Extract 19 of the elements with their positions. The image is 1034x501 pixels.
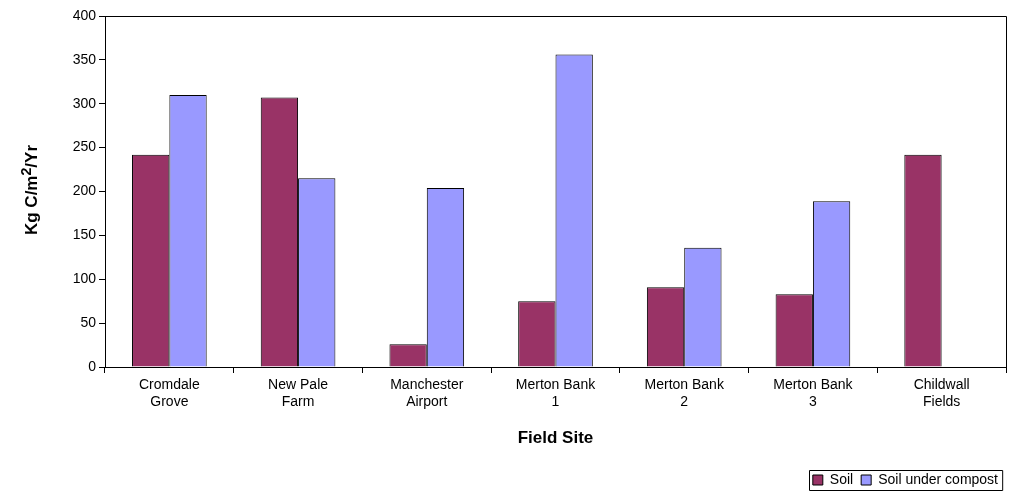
legend-label: Soil: [829, 470, 854, 487]
y-tick-label: 0: [88, 357, 97, 374]
y-tick-label: 250: [72, 138, 97, 155]
y-tick-label: 200: [72, 182, 97, 199]
x-tick-label: New Pale Farm: [268, 376, 329, 410]
legend-label: Soil under compost: [878, 470, 999, 487]
x-tick-label: Merton Bank 2: [644, 376, 725, 410]
y-tick-label: 150: [72, 226, 97, 243]
x-axis-title: Field Site: [517, 428, 594, 448]
x-tick-label: Merton Bank 1: [515, 376, 597, 410]
y-tick-label: 50: [80, 313, 97, 330]
y-tick-label: 400: [72, 6, 97, 23]
x-tick-label: Cromdale Grove: [139, 376, 200, 410]
x-tick-label: Manchester Airport: [390, 376, 464, 410]
y-tick-label: 300: [72, 94, 97, 111]
y-tick-label: 100: [72, 270, 97, 287]
x-tick-label: Childwall Fields: [913, 376, 970, 410]
x-tick-label: Merton Bank 3: [773, 376, 854, 410]
y-tick-label: 350: [72, 50, 97, 67]
